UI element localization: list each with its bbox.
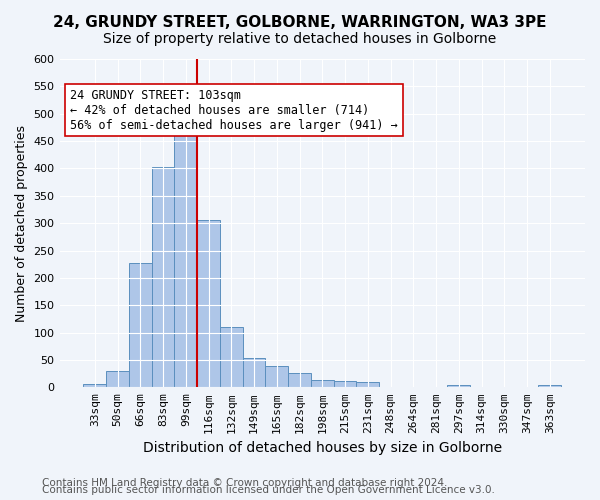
Bar: [311, 380, 334, 388]
Bar: [356, 382, 379, 388]
Bar: [448, 384, 470, 388]
Bar: [288, 373, 311, 388]
Bar: [220, 327, 242, 388]
Bar: [334, 380, 356, 388]
Text: Contains public sector information licensed under the Open Government Licence v3: Contains public sector information licen…: [42, 485, 495, 495]
Bar: [175, 134, 197, 388]
Text: 24 GRUNDY STREET: 103sqm
← 42% of detached houses are smaller (714)
56% of semi-: 24 GRUNDY STREET: 103sqm ← 42% of detach…: [70, 88, 398, 132]
Bar: [106, 371, 129, 388]
X-axis label: Distribution of detached houses by size in Golborne: Distribution of detached houses by size …: [143, 441, 502, 455]
Text: 24, GRUNDY STREET, GOLBORNE, WARRINGTON, WA3 3PE: 24, GRUNDY STREET, GOLBORNE, WARRINGTON,…: [53, 15, 547, 30]
Text: Contains HM Land Registry data © Crown copyright and database right 2024.: Contains HM Land Registry data © Crown c…: [42, 478, 448, 488]
Bar: [538, 384, 561, 388]
Bar: [242, 358, 265, 388]
Text: Size of property relative to detached houses in Golborne: Size of property relative to detached ho…: [103, 32, 497, 46]
Bar: [197, 220, 220, 388]
Bar: [83, 384, 106, 388]
Bar: [265, 366, 288, 388]
Bar: [152, 168, 175, 388]
Bar: [129, 262, 152, 388]
Y-axis label: Number of detached properties: Number of detached properties: [15, 124, 28, 322]
